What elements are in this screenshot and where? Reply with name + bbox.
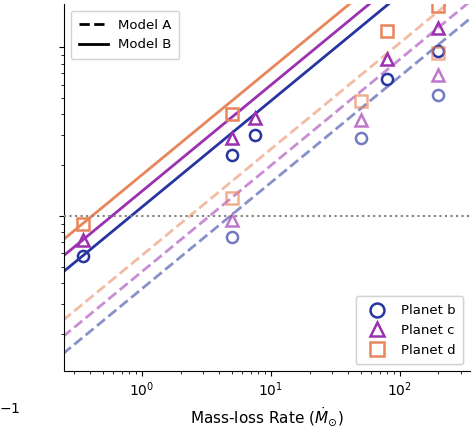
- X-axis label: Mass-loss Rate $(\dot{M}_{\odot})$: Mass-loss Rate $(\dot{M}_{\odot})$: [190, 405, 344, 428]
- Legend: Planet b, Planet c, Planet d: Planet b, Planet c, Planet d: [356, 296, 463, 365]
- Text: $-1$: $-1$: [0, 402, 20, 416]
